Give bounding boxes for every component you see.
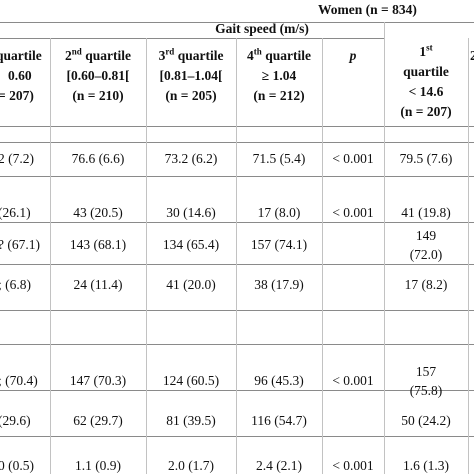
col-divider-2 xyxy=(146,38,147,474)
rule-women-underline xyxy=(386,22,474,23)
row4-col5: 17 (8.2) xyxy=(404,277,448,292)
col5-header-line2: quartile xyxy=(403,64,449,79)
col0-header-line3: = 207) xyxy=(0,88,34,103)
rule-row-5 xyxy=(0,310,474,311)
col2-header-line3: (n = 205) xyxy=(165,88,217,103)
row4-col0: ; (6.8) xyxy=(0,277,31,292)
row2-p-value: < 0.001 xyxy=(332,205,374,220)
row5-col3: 96 (45.3) xyxy=(254,373,304,388)
row5-col5-line2: (75.8) xyxy=(409,383,443,398)
col3-header-line1: 4th quartile xyxy=(247,46,311,63)
col-divider-6 xyxy=(468,38,469,474)
col1-header-line3: (n = 210) xyxy=(72,88,124,103)
gait-speed-header: Gait speed (m/s) xyxy=(215,21,309,36)
row1-col3: 71.5 (5.4) xyxy=(252,151,306,166)
rule-row-2 xyxy=(0,176,474,177)
col3-header-line3: (n = 212) xyxy=(253,88,305,103)
row3-col2: 134 (65.4) xyxy=(162,237,220,252)
row5-col2: 124 (60.5) xyxy=(162,373,220,388)
col2-header-line1: 3rd quartile xyxy=(158,46,224,63)
rule-gait-underline xyxy=(0,38,384,39)
row6-col1: 62 (29.7) xyxy=(73,413,123,428)
col0-header-line1: quartile xyxy=(0,48,42,63)
col0-header-line2: 0.60 xyxy=(8,68,32,83)
row1-p-value: < 0.001 xyxy=(332,151,374,166)
row5-col1: 147 (70.3) xyxy=(69,373,127,388)
rule-row-3 xyxy=(0,222,474,223)
col5-header-line1: 1st xyxy=(419,42,433,59)
row1-col1: 76.6 (6.6) xyxy=(71,151,125,166)
col5-header-line3: < 14.6 xyxy=(408,84,444,99)
row3-col5-line1: 149 xyxy=(415,228,437,243)
row6-col5: 50 (24.2) xyxy=(401,413,451,428)
row7-col0: 0 (0.5) xyxy=(0,458,34,473)
row3-col1: 143 (68.1) xyxy=(69,237,127,252)
row1-col5: 79.5 (7.6) xyxy=(399,151,453,166)
col5-header-line4: (n = 207) xyxy=(400,104,452,119)
row7-col3: 2.4 (2.1) xyxy=(255,458,303,473)
row2-col2: 30 (14.6) xyxy=(166,205,216,220)
rule-header-bottom xyxy=(0,126,474,127)
row3-col3: 157 (74.1) xyxy=(250,237,308,252)
rule-row-7 xyxy=(0,390,474,391)
col-divider-3 xyxy=(236,38,237,474)
row7-col1: 1.1 (0.9) xyxy=(74,458,122,473)
row2-col3: 17 (8.0) xyxy=(257,205,301,220)
row1-col0: 2 (7.2) xyxy=(0,151,34,166)
row7-col2: 2.0 (1.7) xyxy=(167,458,215,473)
row3-col5-line2: (72.0) xyxy=(409,247,443,262)
row2-col0: (26.1) xyxy=(0,205,31,220)
row1-col2: 73.2 (6.2) xyxy=(164,151,218,166)
row3-col0: ? (67.1) xyxy=(0,237,40,252)
col-divider-5 xyxy=(384,22,385,474)
row7-p-value: < 0.001 xyxy=(332,458,374,473)
rule-row-1 xyxy=(0,142,474,143)
col1-header-line2: [0.60–0.81[ xyxy=(66,68,130,83)
rule-row-8 xyxy=(0,436,474,437)
row6-col2: 81 (39.5) xyxy=(166,413,216,428)
row4-col1: 24 (11.4) xyxy=(73,277,123,292)
women-group-header: Women (n = 834) xyxy=(318,2,417,17)
col3-header-line2: ≥ 1.04 xyxy=(261,68,297,83)
row4-col3: 38 (17.9) xyxy=(254,277,304,292)
col-divider-4 xyxy=(322,38,323,474)
row6-col0: (29.6) xyxy=(0,413,31,428)
col6-header-fragment: 2 xyxy=(470,48,474,63)
rule-header-top xyxy=(0,22,474,23)
rule-row-4 xyxy=(0,264,474,265)
row5-p-value: < 0.001 xyxy=(332,373,374,388)
row7-col5: 1.6 (1.3) xyxy=(402,458,450,473)
row5-col5-line1: 157 xyxy=(415,364,437,379)
col2-header-line2: [0.81–1.04[ xyxy=(159,68,223,83)
row5-col0: ; (70.4) xyxy=(0,373,38,388)
row6-col3: 116 (54.7) xyxy=(251,413,307,428)
row2-col5: 41 (19.8) xyxy=(401,205,451,220)
p-value-header: p xyxy=(349,48,357,63)
rule-row-6 xyxy=(0,344,474,345)
col1-header-line1: 2nd quartile xyxy=(65,46,131,63)
row2-col1: 43 (20.5) xyxy=(73,205,123,220)
col-divider-1 xyxy=(50,38,51,474)
row4-col2: 41 (20.0) xyxy=(166,277,216,292)
